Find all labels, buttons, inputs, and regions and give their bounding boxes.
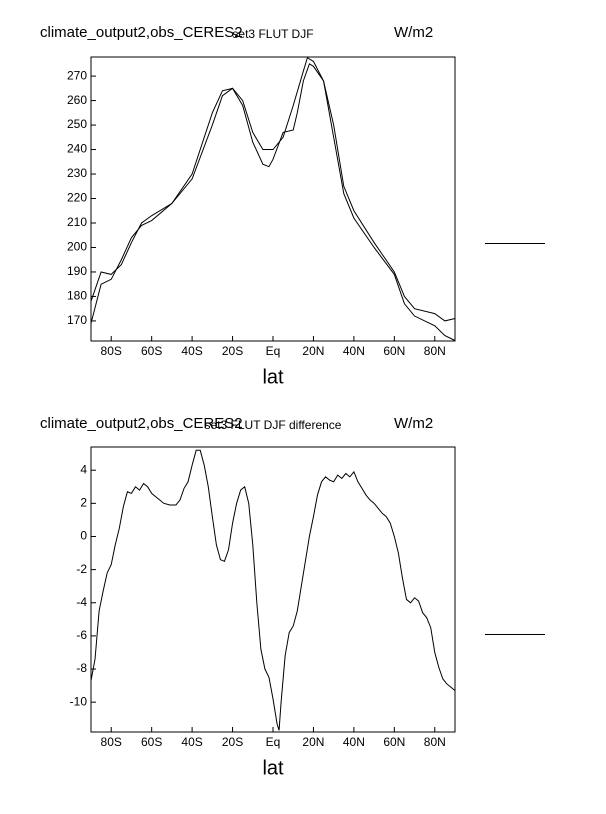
x-tick-label: 60N — [383, 344, 405, 358]
x-tick-label: 20S — [222, 344, 243, 358]
y-tick-label: 170 — [67, 313, 87, 327]
y-tick-label: 4 — [80, 462, 87, 476]
x-tick-label: 60S — [141, 735, 162, 749]
x-tick-label: 40S — [181, 735, 202, 749]
y-tick-label: 210 — [67, 215, 87, 229]
data-line — [90, 63, 456, 341]
y-tick-label: -4 — [76, 595, 87, 609]
x-tick-label: 80N — [424, 344, 446, 358]
plot-frame — [90, 56, 456, 342]
x-tick-label: Eq — [266, 735, 281, 749]
chart-center-title: set3 FLUT DJF difference — [205, 418, 342, 432]
y-tick-label: 200 — [67, 240, 87, 254]
x-tick-label: 40N — [343, 344, 365, 358]
x-tick-label: 60N — [383, 735, 405, 749]
units-label: W/m2 — [394, 24, 433, 41]
x-tick-label: 40S — [181, 344, 202, 358]
plot-frame — [90, 446, 456, 733]
data-line — [90, 449, 456, 731]
units-label: W/m2 — [394, 415, 433, 432]
y-tick-label: 180 — [67, 289, 87, 303]
x-tick-label: 80N — [424, 735, 446, 749]
y-tick-label: 190 — [67, 264, 87, 278]
x-tick-label: 80S — [101, 344, 122, 358]
y-tick-label: -10 — [70, 694, 88, 708]
y-tick-label: 220 — [67, 191, 87, 205]
y-tick-label: 2 — [80, 496, 87, 510]
y-tick-label: 270 — [67, 68, 87, 82]
x-tick-label: 40N — [343, 735, 365, 749]
x-tick-label: 80S — [101, 735, 122, 749]
y-tick-label: -8 — [76, 661, 87, 675]
y-tick-label: -2 — [76, 562, 87, 576]
chart-center-title: set3 FLUT DJF — [232, 27, 313, 41]
y-tick-label: 230 — [67, 166, 87, 180]
x-tick-label: 20N — [302, 344, 324, 358]
x-tick-label: 20N — [302, 735, 324, 749]
y-tick-label: 240 — [67, 142, 87, 156]
y-tick-label: -6 — [76, 628, 87, 642]
y-tick-label: 0 — [80, 529, 87, 543]
chart-title: climate_output2,obs_CERES2 — [40, 415, 243, 432]
x-tick-label: Eq — [266, 344, 281, 358]
x-tick-label: 20S — [222, 735, 243, 749]
chart-title: climate_output2,obs_CERES2 — [40, 24, 243, 41]
x-axis-label: lat — [262, 757, 284, 779]
x-axis-label: lat — [262, 366, 284, 388]
y-tick-label: 260 — [67, 93, 87, 107]
data-line — [90, 56, 456, 322]
x-tick-label: 60S — [141, 344, 162, 358]
y-tick-label: 250 — [67, 117, 87, 131]
